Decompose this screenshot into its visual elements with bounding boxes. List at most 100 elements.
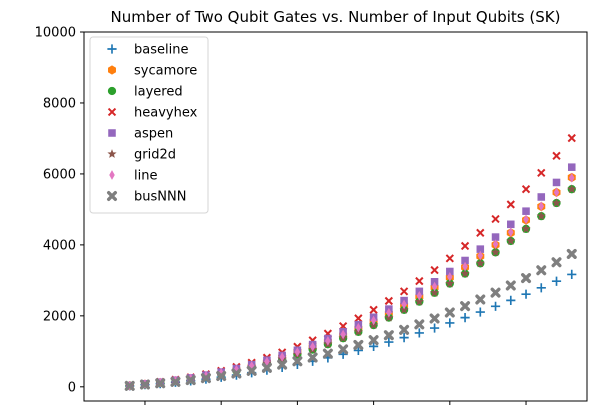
y-tick-label: 8000	[43, 96, 76, 111]
data-point-grid2d	[414, 296, 424, 306]
data-point-baseline	[277, 362, 287, 373]
data-point-line	[340, 329, 346, 340]
data-point-heavyhex	[537, 168, 546, 178]
data-point-baseline	[414, 328, 424, 338]
data-point-busNNN	[322, 348, 333, 359]
data-point-baseline	[460, 313, 470, 323]
data-point-busNNN	[170, 376, 181, 387]
legend-marker-aspen	[108, 129, 116, 137]
data-point-heavyhex	[476, 228, 485, 237]
axes: 0 2000 4000 6000 8000 10000	[35, 26, 588, 405]
data-point-line	[447, 271, 453, 282]
data-point-line	[309, 341, 316, 352]
data-point-heavyhex	[384, 296, 394, 306]
data-point-line	[462, 261, 468, 272]
data-point-baseline	[338, 349, 348, 359]
legend-label: busNNN	[134, 190, 186, 205]
data-point-line	[386, 307, 392, 318]
legend-marker-heavyhex	[107, 107, 117, 117]
data-point-aspen	[446, 267, 454, 276]
data-point-aspen	[567, 163, 576, 171]
plot-frame	[83, 31, 588, 402]
data-point-aspen	[552, 178, 561, 187]
data-point-busNNN	[399, 324, 410, 335]
data-point-line	[233, 364, 240, 375]
chart-title: Number of Two Qubit Gates vs. Number of …	[111, 8, 561, 26]
data-point-baseline	[490, 301, 501, 311]
data-point-baseline	[506, 295, 516, 305]
legend-item-line: line	[109, 169, 157, 184]
data-point-aspen	[461, 256, 469, 265]
data-point-line	[370, 315, 377, 326]
legend-box	[89, 36, 209, 214]
legend-label: baseline	[134, 43, 188, 58]
legend-item-busNNN: busNNN	[106, 190, 186, 205]
data-marks	[124, 133, 577, 391]
data-point-busNNN	[185, 375, 196, 386]
data-point-line	[355, 322, 362, 333]
data-point-baseline	[369, 341, 379, 351]
legend-label: layered	[134, 85, 183, 100]
data-point-aspen	[522, 207, 530, 215]
data-point-busNNN	[155, 378, 166, 389]
data-point-line	[508, 227, 514, 237]
data-point-line	[279, 352, 285, 362]
legend-item-layered: layered	[107, 85, 183, 100]
data-point-heavyhex	[552, 151, 561, 160]
data-point-baseline	[429, 323, 440, 333]
data-point-busNNN	[521, 273, 532, 284]
data-point-baseline	[353, 345, 363, 356]
data-point-heavyhex	[506, 200, 515, 209]
data-point-line	[294, 347, 301, 357]
data-point-busNNN	[368, 335, 379, 346]
data-point-baseline	[399, 333, 409, 343]
data-point-grid2d	[551, 198, 562, 207]
data-point-heavyhex	[460, 241, 470, 251]
data-point-aspen	[507, 220, 515, 229]
data-point-busNNN	[536, 265, 547, 276]
data-point-line	[568, 172, 575, 183]
data-point-heavyhex	[369, 305, 378, 314]
legend-marker-layered	[107, 86, 117, 96]
data-point-grid2d	[460, 268, 470, 278]
legend-label: aspen	[134, 127, 173, 142]
data-point-heavyhex	[430, 265, 439, 275]
data-point-line	[325, 336, 331, 346]
data-point-line	[431, 281, 438, 292]
legend-item-baseline: baseline	[107, 43, 188, 58]
data-point-baseline	[536, 283, 546, 293]
data-point-heavyhex	[567, 133, 576, 143]
data-point-aspen	[491, 233, 500, 241]
data-point-busNNN	[124, 380, 135, 391]
legend: baseline sycamore layered heavyhex aspen grid…	[89, 36, 209, 214]
legend-marker-grid2d	[107, 149, 117, 158]
data-point-heavyhex	[521, 185, 531, 194]
data-point-busNNN	[383, 330, 394, 341]
legend-label: grid2d	[134, 148, 176, 163]
data-point-heavyhex	[445, 254, 454, 263]
data-point-grid2d	[475, 258, 485, 268]
data-point-baseline	[551, 276, 562, 286]
data-point-baseline	[384, 337, 394, 347]
y-tick-label: 0	[68, 380, 76, 395]
data-point-busNNN	[414, 319, 425, 330]
y-tick-label: 6000	[43, 167, 76, 182]
data-point-busNNN	[460, 301, 471, 312]
data-point-line	[416, 290, 423, 301]
data-point-busNNN	[566, 248, 577, 259]
data-point-busNNN	[292, 356, 303, 367]
data-point-line	[477, 250, 484, 261]
legend-label: line	[134, 169, 157, 184]
data-point-baseline	[521, 289, 531, 299]
data-point-busNNN	[444, 307, 455, 318]
data-point-line	[264, 356, 270, 367]
data-point-heavyhex	[354, 314, 363, 323]
data-point-baseline	[475, 307, 485, 317]
series-busNNN	[124, 248, 577, 391]
data-point-busNNN	[338, 344, 349, 355]
data-point-grid2d	[536, 211, 546, 221]
legend-label: heavyhex	[134, 106, 198, 121]
data-point-line	[523, 214, 529, 225]
legend-item-aspen: aspen	[108, 127, 173, 142]
legend-label: sycamore	[134, 64, 197, 79]
